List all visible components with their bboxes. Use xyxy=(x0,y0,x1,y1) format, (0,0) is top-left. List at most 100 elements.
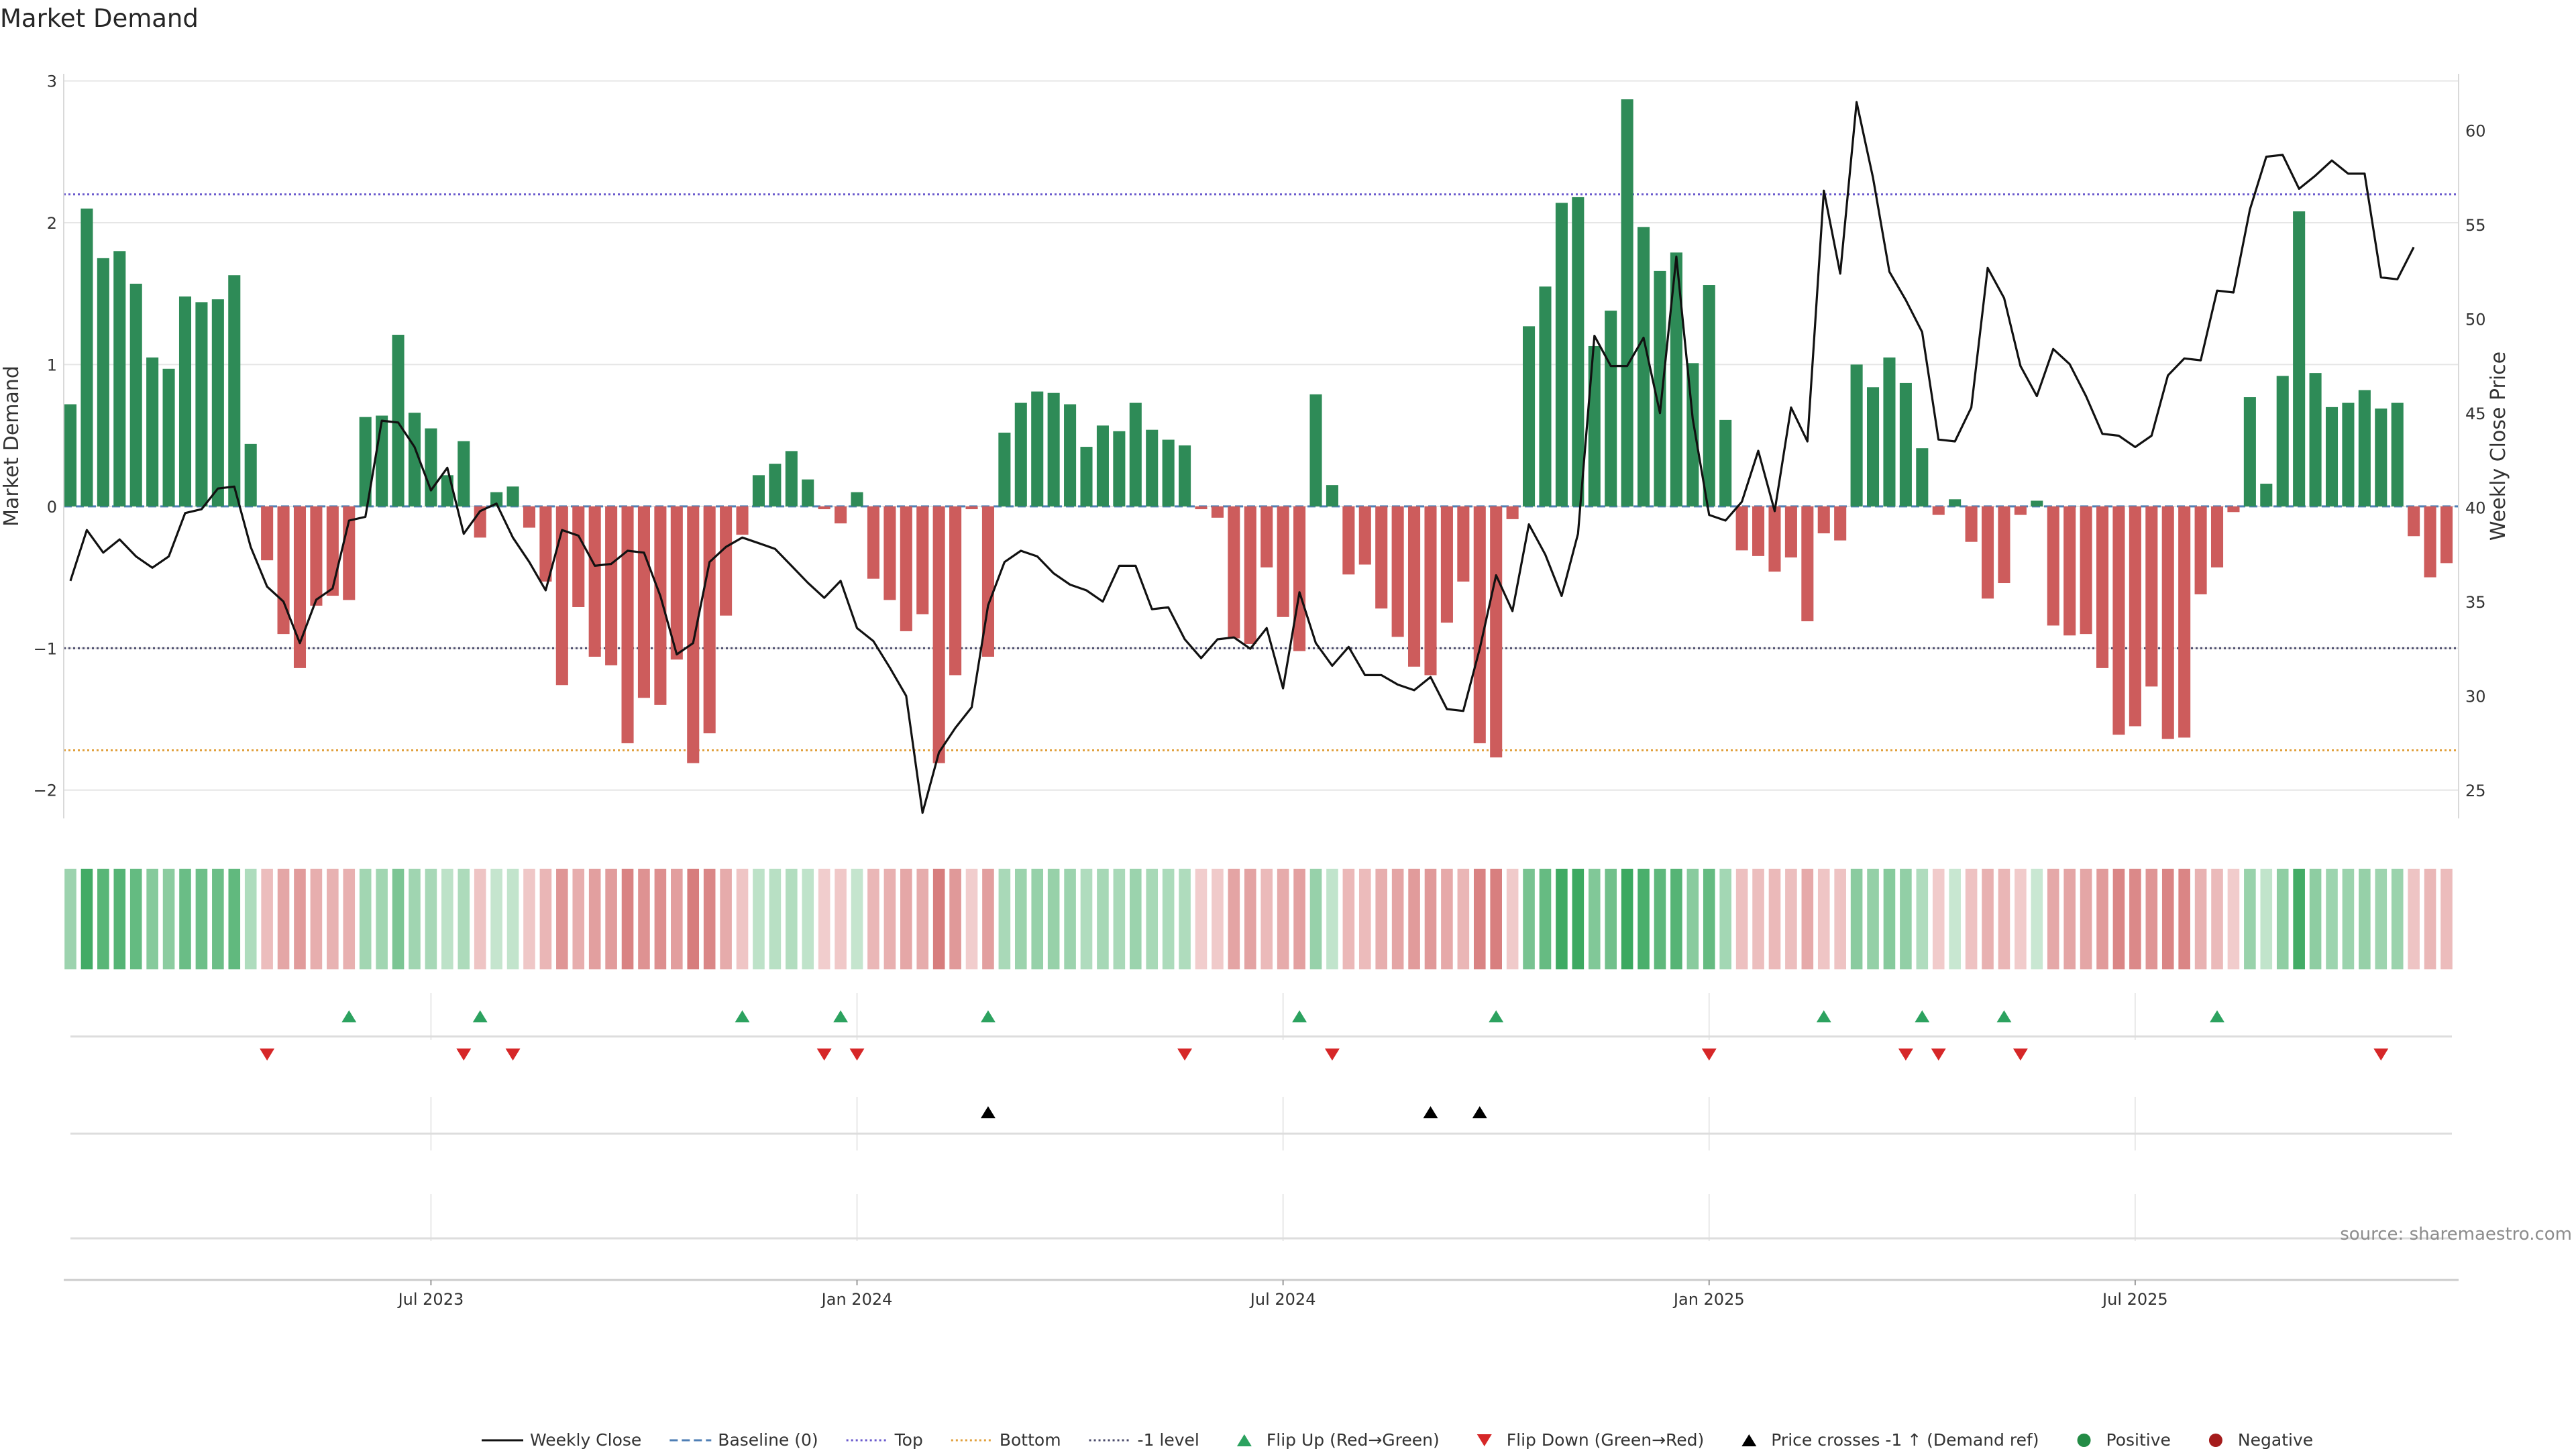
demand-bar xyxy=(2276,376,2289,506)
demand-bar xyxy=(1211,506,1224,518)
right-tick-label: 55 xyxy=(2465,216,2486,235)
demand-bar xyxy=(1293,506,1306,651)
heat-cell xyxy=(2359,869,2371,969)
flip-down-marker xyxy=(1701,1049,1717,1061)
heat-cell xyxy=(441,869,453,969)
heat-cell xyxy=(1490,869,1502,969)
heat-cell xyxy=(1998,869,2010,969)
demand-bar xyxy=(2129,506,2141,727)
heat-cell xyxy=(162,869,175,969)
heat-cell xyxy=(703,869,716,969)
demand-bar xyxy=(1064,404,1077,506)
heat-cell xyxy=(1654,869,1666,969)
left-tick-label: 2 xyxy=(47,214,57,233)
x-tick-label: Jan 2024 xyxy=(820,1290,893,1309)
x-axis-ticks: Jul 2023 Jan 2024 Jul 2024 Jan 2025 Jul 2025 xyxy=(397,1280,2168,1309)
heat-cell xyxy=(900,869,912,969)
legend-label: Baseline (0) xyxy=(718,1430,818,1449)
demand-bar xyxy=(1473,506,1486,743)
heat-cell xyxy=(588,869,601,969)
heat-cell xyxy=(228,869,241,969)
heat-cell xyxy=(1900,869,1912,969)
legend-item: Flip Up (Red→Green) xyxy=(1236,1430,1440,1449)
demand-bar xyxy=(1817,506,1830,534)
demand-bar xyxy=(1998,506,2010,584)
right-axis-label: Weekly Close Price xyxy=(2487,352,2510,541)
demand-bar xyxy=(1014,402,1027,506)
heat-cell xyxy=(523,869,535,969)
demand-bar xyxy=(1391,506,1404,637)
heat-cell xyxy=(1358,869,1371,969)
flip-up-marker xyxy=(1996,1010,2012,1022)
heat-cell xyxy=(687,869,700,969)
demand-bar xyxy=(851,492,863,506)
flip-down-marker xyxy=(2373,1049,2389,1061)
right-tick-label: 45 xyxy=(2465,405,2486,423)
heat-cell xyxy=(425,869,437,969)
demand-bar xyxy=(916,506,929,614)
demand-bar xyxy=(654,506,667,705)
demand-bar xyxy=(2145,506,2158,687)
demand-bar xyxy=(458,441,470,506)
demand-bar xyxy=(277,506,290,635)
demand-bar xyxy=(1096,425,1109,506)
heat-cell xyxy=(2408,869,2420,969)
flip-up-marker xyxy=(1915,1010,1930,1022)
demand-bar xyxy=(769,464,782,506)
heat-cell xyxy=(2096,869,2108,969)
heat-cell xyxy=(392,869,405,969)
heat-cell xyxy=(244,869,257,969)
heat-cell xyxy=(146,869,158,969)
demand-bar xyxy=(64,404,77,506)
heat-cell xyxy=(671,869,683,969)
demand-bar xyxy=(802,479,814,506)
demand-bar xyxy=(425,428,437,506)
demand-bar xyxy=(1784,506,1797,557)
legend-label: Flip Up (Red→Green) xyxy=(1267,1430,1440,1449)
flip-up-marker xyxy=(980,1010,996,1022)
heat-cell xyxy=(1932,869,1945,969)
heat-cell xyxy=(949,869,961,969)
heat-cell xyxy=(1212,869,1224,969)
demand-bar xyxy=(228,275,241,506)
demand-bar xyxy=(1539,286,1552,506)
heat-cell xyxy=(1523,869,1535,969)
demand-bar xyxy=(2178,506,2191,738)
heat-cell xyxy=(2015,869,2027,969)
heat-cell xyxy=(1408,869,1420,969)
demand-bar xyxy=(900,506,912,631)
demand-bar xyxy=(1146,429,1159,506)
heat-cell xyxy=(2440,869,2453,969)
demand-bar xyxy=(1638,227,1650,506)
heat-cell xyxy=(2260,869,2273,969)
demand-bar xyxy=(1162,439,1175,506)
flip-down-marker xyxy=(1324,1049,1340,1061)
heat-cell xyxy=(1097,869,1109,969)
left-tick-label: 1 xyxy=(47,356,57,374)
price-cross-marker xyxy=(1423,1106,1438,1118)
demand-heat-strip xyxy=(64,869,2453,969)
heat-cell xyxy=(97,869,109,969)
price-cross-marker xyxy=(980,1106,996,1118)
heat-cell xyxy=(1277,869,1289,969)
demand-bar xyxy=(835,506,847,524)
legend-item: Top xyxy=(846,1430,923,1449)
demand-bar xyxy=(621,506,634,743)
demand-bar xyxy=(1179,445,1191,506)
demand-bar xyxy=(310,506,323,606)
heat-cell xyxy=(539,869,552,969)
heat-cell xyxy=(1195,869,1208,969)
demand-bar xyxy=(605,506,618,665)
demand-bar xyxy=(998,432,1011,506)
heat-cell xyxy=(80,869,93,969)
demand-bar xyxy=(178,296,192,506)
demand-bar xyxy=(1358,506,1371,565)
x-tick-label: Jan 2025 xyxy=(1672,1290,1745,1309)
heat-cell xyxy=(1424,869,1437,969)
demand-bar xyxy=(2194,506,2207,594)
right-tick-label: 50 xyxy=(2465,310,2486,329)
demand-bar xyxy=(1965,506,1978,542)
right-axis-ticks: 60 55 50 45 40 35 30 25 xyxy=(2465,121,2486,800)
demand-bar xyxy=(752,475,765,506)
demand-bar xyxy=(523,506,536,528)
